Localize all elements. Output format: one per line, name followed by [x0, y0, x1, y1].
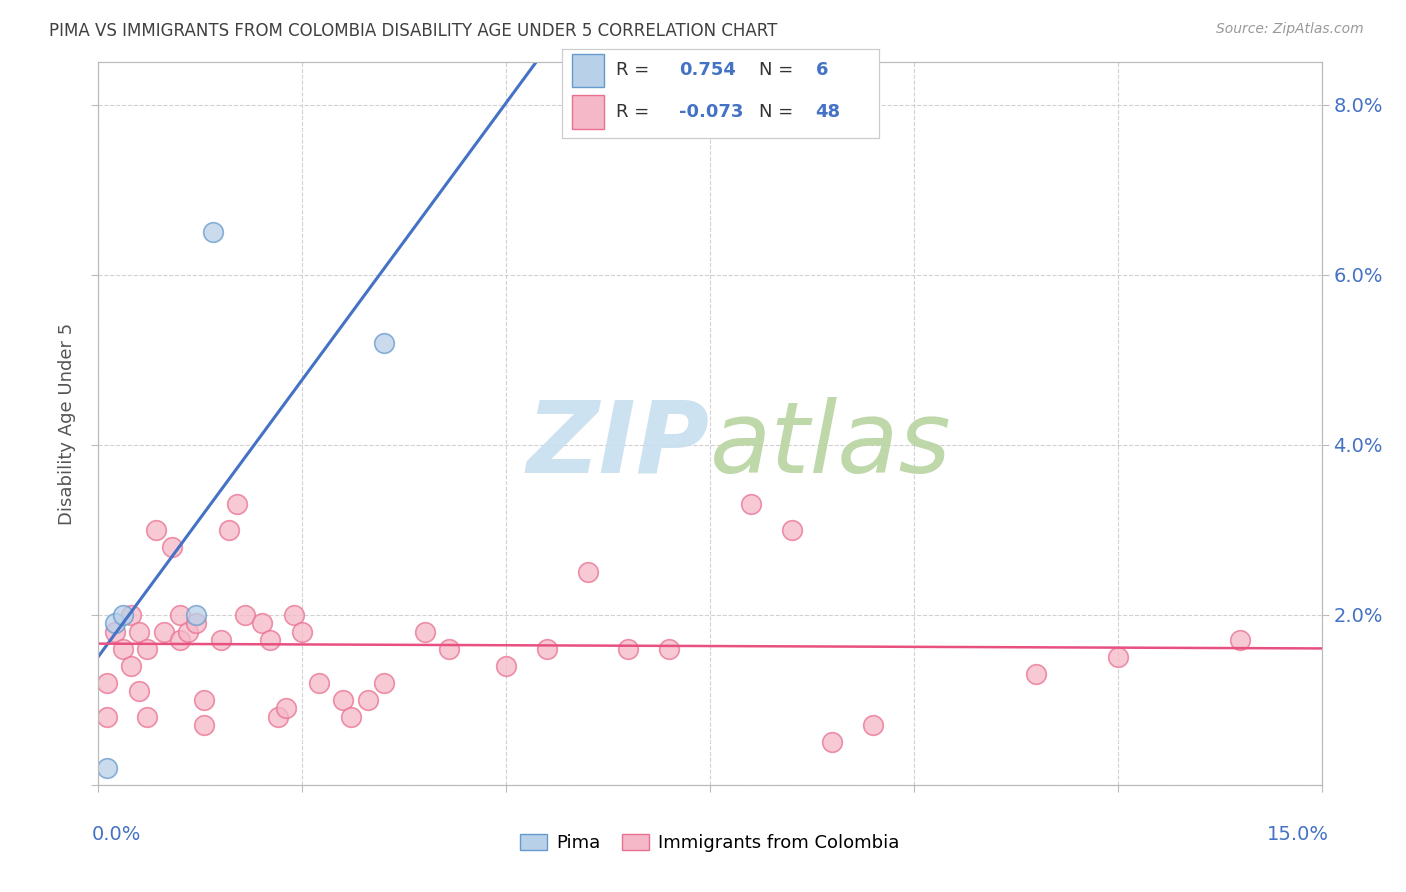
Point	[862, 718, 884, 732]
Point	[120, 607, 142, 622]
Point	[283, 607, 305, 622]
Point	[495, 659, 517, 673]
Text: R =: R =	[616, 62, 650, 79]
Point	[136, 642, 159, 657]
Point	[1229, 633, 1251, 648]
Point	[340, 710, 363, 724]
Y-axis label: Disability Age Under 5: Disability Age Under 5	[58, 323, 76, 524]
Point	[111, 642, 134, 657]
Point	[1025, 667, 1047, 681]
Point	[136, 710, 159, 724]
Point	[145, 523, 167, 537]
Point	[218, 523, 240, 537]
Point	[576, 566, 599, 580]
Text: 15.0%: 15.0%	[1267, 824, 1329, 844]
Text: 0.754: 0.754	[679, 62, 737, 79]
Point	[201, 226, 224, 240]
Point	[413, 624, 436, 639]
Point	[96, 710, 118, 724]
Point	[193, 693, 215, 707]
Point	[226, 498, 249, 512]
Point	[96, 676, 118, 690]
Bar	[572, 95, 603, 129]
Point	[160, 540, 183, 554]
Point	[274, 701, 297, 715]
Point	[186, 616, 208, 631]
Point	[780, 523, 803, 537]
Text: PIMA VS IMMIGRANTS FROM COLOMBIA DISABILITY AGE UNDER 5 CORRELATION CHART: PIMA VS IMMIGRANTS FROM COLOMBIA DISABIL…	[49, 22, 778, 40]
Legend: Pima, Immigrants from Colombia: Pima, Immigrants from Colombia	[513, 826, 907, 859]
Point	[308, 676, 330, 690]
Point	[740, 498, 762, 512]
Text: 6: 6	[815, 62, 828, 79]
Point	[128, 684, 150, 698]
Point	[658, 642, 681, 657]
Point	[193, 718, 215, 732]
Point	[104, 624, 127, 639]
Point	[373, 335, 395, 350]
Point	[177, 624, 200, 639]
Point	[536, 642, 558, 657]
Point	[96, 761, 118, 775]
Point	[332, 693, 354, 707]
Text: R =: R =	[616, 103, 650, 121]
Point	[169, 607, 191, 622]
Point	[356, 693, 378, 707]
Point	[209, 633, 232, 648]
Point	[373, 676, 395, 690]
Point	[104, 616, 127, 631]
Point	[291, 624, 314, 639]
Text: Source: ZipAtlas.com: Source: ZipAtlas.com	[1216, 22, 1364, 37]
Point	[617, 642, 640, 657]
Bar	[572, 54, 603, 87]
Point	[152, 624, 174, 639]
Text: N =: N =	[759, 62, 793, 79]
Text: atlas: atlas	[710, 397, 952, 494]
Point	[267, 710, 290, 724]
Point	[437, 642, 460, 657]
Point	[1107, 650, 1129, 665]
Point	[128, 624, 150, 639]
Point	[821, 735, 844, 749]
Text: -0.073: -0.073	[679, 103, 744, 121]
Text: N =: N =	[759, 103, 793, 121]
Point	[233, 607, 256, 622]
Point	[250, 616, 273, 631]
Point	[259, 633, 281, 648]
Point	[186, 607, 208, 622]
Text: 0.0%: 0.0%	[91, 824, 141, 844]
Point	[169, 633, 191, 648]
Text: 48: 48	[815, 103, 841, 121]
Text: ZIP: ZIP	[527, 397, 710, 494]
Point	[111, 607, 134, 622]
Point	[120, 659, 142, 673]
